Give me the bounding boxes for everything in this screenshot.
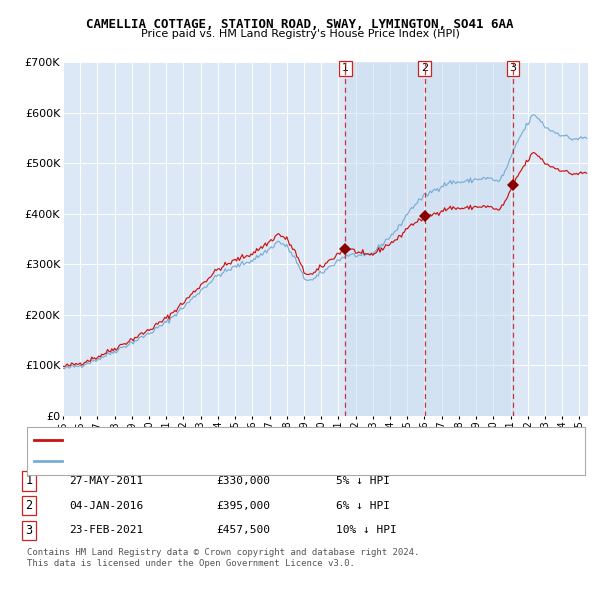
Text: This data is licensed under the Open Government Licence v3.0.: This data is licensed under the Open Gov… bbox=[27, 559, 355, 568]
Text: 3: 3 bbox=[509, 63, 517, 73]
Text: 27-MAY-2011: 27-MAY-2011 bbox=[69, 476, 143, 486]
Text: 2: 2 bbox=[25, 499, 32, 512]
Text: 10% ↓ HPI: 10% ↓ HPI bbox=[336, 526, 397, 535]
Text: 23-FEB-2021: 23-FEB-2021 bbox=[69, 526, 143, 535]
Text: 04-JAN-2016: 04-JAN-2016 bbox=[69, 501, 143, 510]
Text: Contains HM Land Registry data © Crown copyright and database right 2024.: Contains HM Land Registry data © Crown c… bbox=[27, 548, 419, 557]
Text: CAMELLIA COTTAGE, STATION ROAD, SWAY, LYMINGTON, SO41 6AA (detached house): CAMELLIA COTTAGE, STATION ROAD, SWAY, LY… bbox=[67, 435, 492, 445]
Text: 3: 3 bbox=[25, 524, 32, 537]
Text: £330,000: £330,000 bbox=[216, 476, 270, 486]
Text: CAMELLIA COTTAGE, STATION ROAD, SWAY, LYMINGTON, SO41 6AA: CAMELLIA COTTAGE, STATION ROAD, SWAY, LY… bbox=[86, 18, 514, 31]
Text: 6% ↓ HPI: 6% ↓ HPI bbox=[336, 501, 390, 510]
Text: £457,500: £457,500 bbox=[216, 526, 270, 535]
Text: HPI: Average price, detached house, New Forest: HPI: Average price, detached house, New … bbox=[67, 457, 331, 466]
Text: 1: 1 bbox=[25, 474, 32, 487]
Text: Price paid vs. HM Land Registry's House Price Index (HPI): Price paid vs. HM Land Registry's House … bbox=[140, 29, 460, 39]
Text: 1: 1 bbox=[342, 63, 349, 73]
Bar bbox=[346, 62, 513, 416]
Text: 5% ↓ HPI: 5% ↓ HPI bbox=[336, 476, 390, 486]
Text: 2: 2 bbox=[421, 63, 428, 73]
Text: £395,000: £395,000 bbox=[216, 501, 270, 510]
